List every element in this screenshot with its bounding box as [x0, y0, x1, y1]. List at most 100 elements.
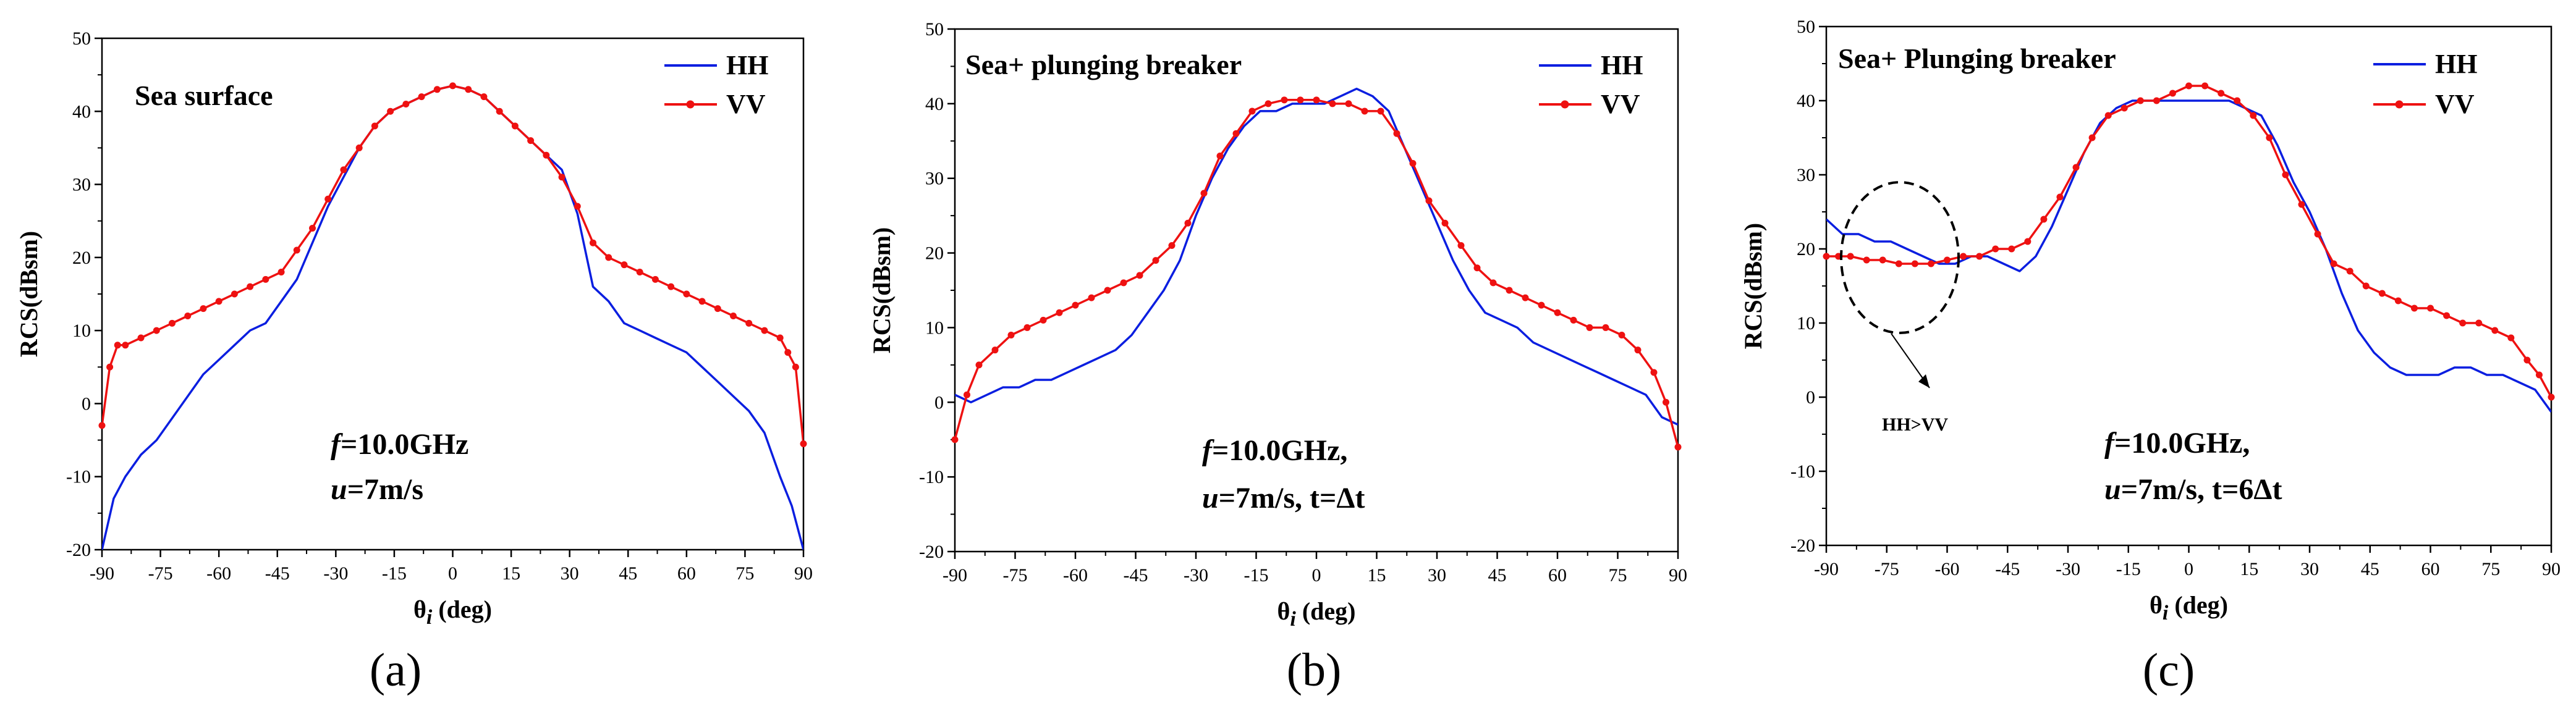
data-point-vv: [1570, 316, 1577, 324]
y-tick-label: 0: [82, 393, 91, 414]
y-tick-label: 0: [1806, 387, 1815, 408]
data-point-vv: [2535, 371, 2543, 379]
data-point-vv: [636, 269, 643, 276]
legend-label-hh: HH: [726, 50, 768, 80]
y-tick-label: 30: [1797, 165, 1815, 185]
plot-frame: [954, 28, 1679, 553]
legend-label-vv: VV: [2435, 89, 2475, 119]
y-tick-label: 20: [1797, 239, 1815, 259]
data-point-vv: [1104, 287, 1111, 294]
x-tick-label: 75: [1609, 565, 1627, 586]
data-point-vv: [169, 319, 176, 327]
wind-speed-value: =7m/s, t=6Δt: [2121, 473, 2282, 506]
data-point-vv: [1361, 107, 1368, 115]
x-tick-label: -45: [1124, 565, 1148, 586]
x-tick-label: 60: [1548, 565, 1567, 586]
data-point-vv: [106, 363, 114, 371]
data-point-vv: [2008, 245, 2015, 253]
frequency-symbol: f: [2104, 427, 2117, 460]
y-tick-label: 30: [925, 169, 944, 189]
data-point-vv: [1992, 245, 1999, 253]
data-point-vv: [1960, 253, 1967, 260]
annotation-frequency: f=10.0GHz,: [2104, 427, 2250, 460]
data-point-vv: [247, 283, 254, 290]
data-point-vv: [402, 100, 410, 107]
data-point-vv: [1911, 260, 1918, 267]
data-point-vv: [1168, 242, 1176, 249]
frequency-value: =10.0GHz,: [1212, 434, 1347, 467]
y-tick-label: -20: [919, 542, 944, 562]
data-point-vv: [1007, 332, 1015, 339]
legend-label-hh: HH: [1601, 50, 1643, 80]
y-tick-label: 0: [934, 392, 944, 413]
data-point-vv: [1329, 100, 1336, 107]
data-point-vv: [590, 239, 596, 246]
caption-close-paren: ): [2179, 644, 2195, 696]
data-point-vv: [2523, 356, 2531, 364]
y-tick-label: 10: [72, 321, 91, 341]
panel-caption: (c): [2143, 644, 2195, 696]
x-tick-label: -90: [90, 563, 114, 584]
data-point-vv: [683, 290, 690, 298]
data-point-vv: [1409, 160, 1417, 167]
x-axis-label-unit: (deg): [1296, 597, 1356, 625]
data-point-vv: [1088, 294, 1095, 301]
x-tick-label: -90: [943, 565, 967, 586]
data-point-vv: [730, 312, 737, 319]
annotation-frequency: f=10.0GHz,: [1202, 434, 1347, 467]
x-axis-label-symbol: θ: [413, 595, 426, 623]
data-point-vv: [2427, 304, 2434, 312]
y-axis-label: RCS(dBsm): [15, 231, 43, 357]
x-tick-label: -60: [1063, 565, 1088, 586]
data-point-vv: [991, 346, 999, 354]
x-tick-label: 30: [1428, 565, 1446, 586]
data-point-vv: [784, 349, 792, 356]
data-point-vv: [792, 363, 799, 371]
data-point-vv: [2346, 267, 2354, 275]
data-point-vv: [2137, 97, 2144, 104]
data-point-vv: [1281, 96, 1288, 104]
y-tick-label: 10: [1797, 313, 1815, 334]
data-point-vv: [667, 283, 675, 290]
data-point-vv: [2104, 112, 2112, 119]
x-tick-label: -45: [265, 563, 290, 584]
series-line-vv: [1826, 85, 2551, 398]
frequency-value: =10.0GHz,: [2114, 427, 2250, 460]
x-tick-label: 15: [502, 563, 520, 584]
legend-marker-vv: [1561, 100, 1569, 109]
data-point-vv: [2475, 319, 2483, 327]
data-point-vv: [1184, 219, 1192, 227]
data-point-vv: [2218, 90, 2225, 97]
data-point-vv: [698, 298, 706, 305]
data-point-vv: [1377, 107, 1384, 115]
x-tick-label: -15: [2116, 559, 2141, 579]
panel-caption-letter: b: [1302, 644, 1326, 696]
data-point-vv: [340, 166, 347, 174]
chart-panel-a: -90 -75 -60 -45 -30 -15 0 15 30 45 60 75 90 -20 -10 0 10…: [15, 28, 813, 696]
data-point-vv: [449, 82, 456, 90]
data-point-vv: [2266, 134, 2273, 141]
data-point-vv: [215, 298, 222, 305]
data-point-vv: [1200, 190, 1208, 197]
legend-marker-vv: [2395, 100, 2404, 109]
legend-label-vv: VV: [1601, 89, 1640, 119]
series-line-vv: [102, 85, 803, 444]
data-point-vv: [761, 327, 768, 334]
data-point-vv: [1976, 253, 1983, 260]
y-axis-label: RCS(dBsm): [1739, 223, 1767, 349]
x-tick-label: 45: [2361, 559, 2379, 579]
caption-open-paren: (: [1287, 644, 1302, 696]
wind-speed-value: =7m/s, t=Δt: [1219, 482, 1365, 514]
data-point-vv: [1473, 264, 1481, 272]
annotation-wind-speed: u=7m/s, t=6Δt: [2104, 473, 2282, 506]
data-point-vv: [293, 246, 300, 254]
data-point-vv: [621, 261, 628, 269]
y-tick-label: -10: [1790, 461, 1815, 482]
x-axis-label-subscript: i: [1290, 608, 1296, 631]
data-point-vv: [1441, 219, 1449, 227]
data-point-vv: [1944, 256, 1951, 264]
data-point-vv: [1586, 324, 1593, 331]
data-point-vv: [309, 225, 316, 232]
data-point-vv: [324, 195, 332, 203]
data-point-vv: [1313, 96, 1320, 104]
